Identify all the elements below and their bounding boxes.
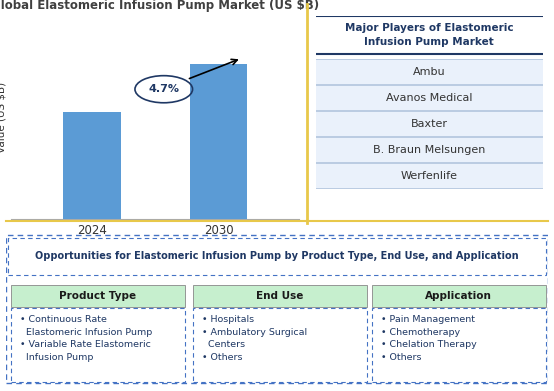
Text: B. Braun Melsungen: B. Braun Melsungen: [373, 145, 485, 154]
Text: End Use: End Use: [256, 291, 304, 301]
Y-axis label: Value (US $B): Value (US $B): [0, 82, 7, 153]
FancyBboxPatch shape: [11, 285, 184, 307]
FancyBboxPatch shape: [372, 285, 546, 307]
FancyBboxPatch shape: [315, 85, 544, 110]
FancyBboxPatch shape: [315, 59, 544, 84]
FancyBboxPatch shape: [315, 111, 544, 136]
Text: 4.7%: 4.7%: [148, 84, 179, 94]
Text: Baxter: Baxter: [411, 118, 448, 129]
Bar: [189, 64, 247, 219]
FancyBboxPatch shape: [372, 308, 546, 382]
Bar: [63, 113, 121, 219]
Text: • Continuous Rate
  Elastomeric Infusion Pump
• Variable Rate Elastomeric
  Infu: • Continuous Rate Elastomeric Infusion P…: [20, 315, 152, 362]
Text: Source: Lucintel: Source: Lucintel: [210, 237, 299, 248]
Text: Werfenlife: Werfenlife: [401, 170, 458, 181]
FancyBboxPatch shape: [315, 163, 544, 188]
Title: Global Elastomeric Infusion Pump Market (US $B): Global Elastomeric Infusion Pump Market …: [0, 0, 319, 12]
Text: Ambu: Ambu: [413, 66, 445, 77]
Text: • Pain Management
• Chemotherapy
• Chelation Therapy
• Others: • Pain Management • Chemotherapy • Chela…: [381, 315, 477, 362]
Text: Application: Application: [425, 291, 493, 301]
FancyBboxPatch shape: [11, 308, 184, 382]
Text: Avanos Medical: Avanos Medical: [386, 93, 473, 102]
Text: • Hospitals
• Ambulatory Surgical
  Centers
• Others: • Hospitals • Ambulatory Surgical Center…: [202, 315, 307, 362]
FancyBboxPatch shape: [8, 238, 546, 275]
FancyBboxPatch shape: [193, 285, 367, 307]
FancyBboxPatch shape: [315, 137, 544, 162]
Text: Major Players of Elastomeric
Infusion Pump Market: Major Players of Elastomeric Infusion Pu…: [345, 23, 514, 47]
FancyBboxPatch shape: [193, 308, 367, 382]
Text: Product Type: Product Type: [59, 291, 136, 301]
FancyBboxPatch shape: [314, 16, 545, 54]
Text: Opportunities for Elastomeric Infusion Pump by Product Type, End Use, and Applic: Opportunities for Elastomeric Infusion P…: [35, 251, 519, 262]
FancyBboxPatch shape: [6, 235, 548, 383]
